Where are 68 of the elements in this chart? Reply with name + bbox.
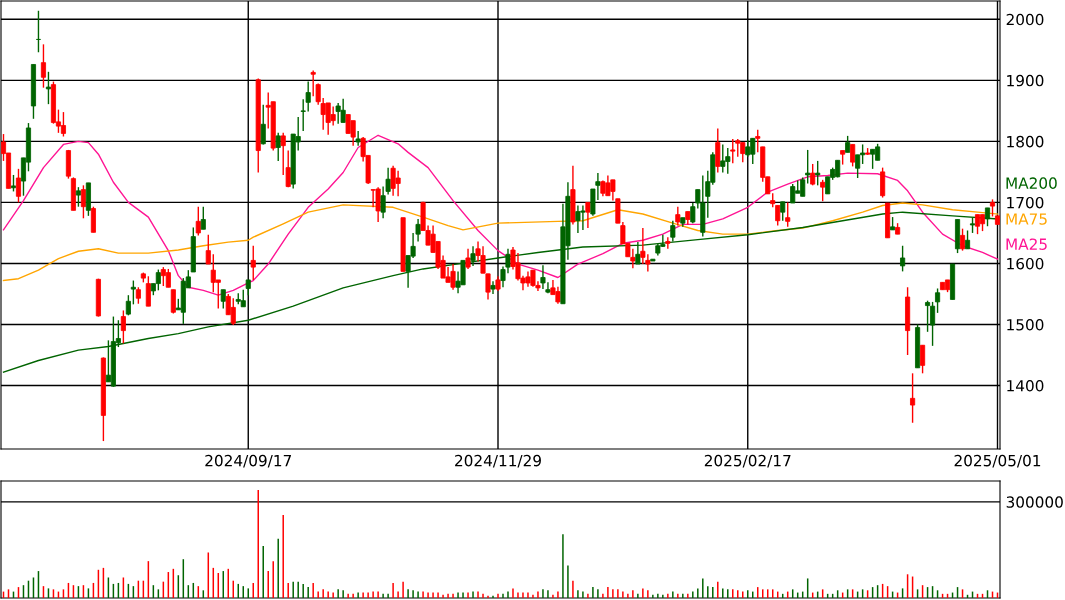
candlestick (920, 344, 926, 375)
candlestick (850, 143, 856, 168)
candlestick (80, 184, 86, 219)
candlestick (260, 104, 266, 146)
candlestick (730, 138, 736, 165)
candlestick (974, 213, 981, 235)
candlestick (935, 287, 941, 314)
candlestick (60, 111, 66, 138)
candlestick (670, 220, 676, 243)
candlestick (90, 205, 96, 234)
x-tick-label: 2024/11/29 (455, 454, 541, 468)
candlestick (675, 205, 681, 227)
candlestick (145, 275, 151, 307)
candlestick (880, 166, 886, 199)
candlestick (200, 205, 206, 230)
candlestick (925, 299, 931, 333)
y-tick-label: 1900 (1007, 74, 1044, 87)
candlestick (959, 227, 966, 252)
candlestick (755, 129, 761, 154)
candlestick (715, 127, 721, 174)
y-tick-label: 2000 (1006, 13, 1044, 26)
candlestick (465, 248, 471, 270)
y-tick-label: 1600 (1007, 257, 1044, 270)
candlestick (635, 241, 641, 265)
candlestick (780, 201, 786, 222)
candlestick (470, 245, 476, 267)
x-tick-label: 2024/09/17 (205, 454, 291, 468)
y-tick-label: 1800 (1007, 135, 1044, 148)
candlestick (40, 43, 46, 89)
x-tick-label: 2025/05/01 (954, 454, 1041, 468)
y-tick-label: 300000 (1006, 496, 1063, 508)
candlestick (170, 289, 176, 315)
candlestick (15, 168, 22, 204)
candlestick (250, 245, 256, 281)
candlestick (790, 183, 796, 204)
y-tick-label: 1500 (1007, 318, 1044, 331)
y-tick-label: 1400 (1007, 379, 1044, 392)
candlestick (820, 179, 826, 202)
x-tick-label: 2025/02/17 (704, 454, 791, 468)
candlestick (910, 372, 916, 424)
candlestick (930, 301, 936, 347)
candlestick (870, 148, 876, 170)
series-label: MA75 (1006, 213, 1047, 225)
line-series (2, 202, 999, 282)
candlestick (575, 204, 581, 234)
candlestick (130, 279, 136, 306)
candlestick (540, 264, 546, 290)
candlestick (964, 229, 971, 250)
candlestick (205, 234, 211, 265)
candlestick (75, 186, 81, 208)
candlestick (785, 201, 791, 228)
candlestick (220, 289, 226, 310)
candlestick (855, 154, 861, 179)
candlestick (815, 160, 821, 187)
series-label: MA25 (1006, 238, 1047, 250)
y-tick-label: 1700 (1007, 196, 1044, 209)
candlestick (805, 149, 811, 185)
candlestick (900, 245, 906, 273)
candlestick (355, 130, 361, 147)
candlestick (585, 201, 591, 229)
candlestick (45, 71, 51, 105)
text: MA200 (1006, 177, 1057, 189)
candlestick (120, 309, 126, 345)
candlestick (665, 236, 671, 250)
candlestick (275, 132, 281, 162)
candlestick (165, 268, 171, 288)
candlestick (155, 268, 161, 292)
candlestick (195, 205, 201, 237)
